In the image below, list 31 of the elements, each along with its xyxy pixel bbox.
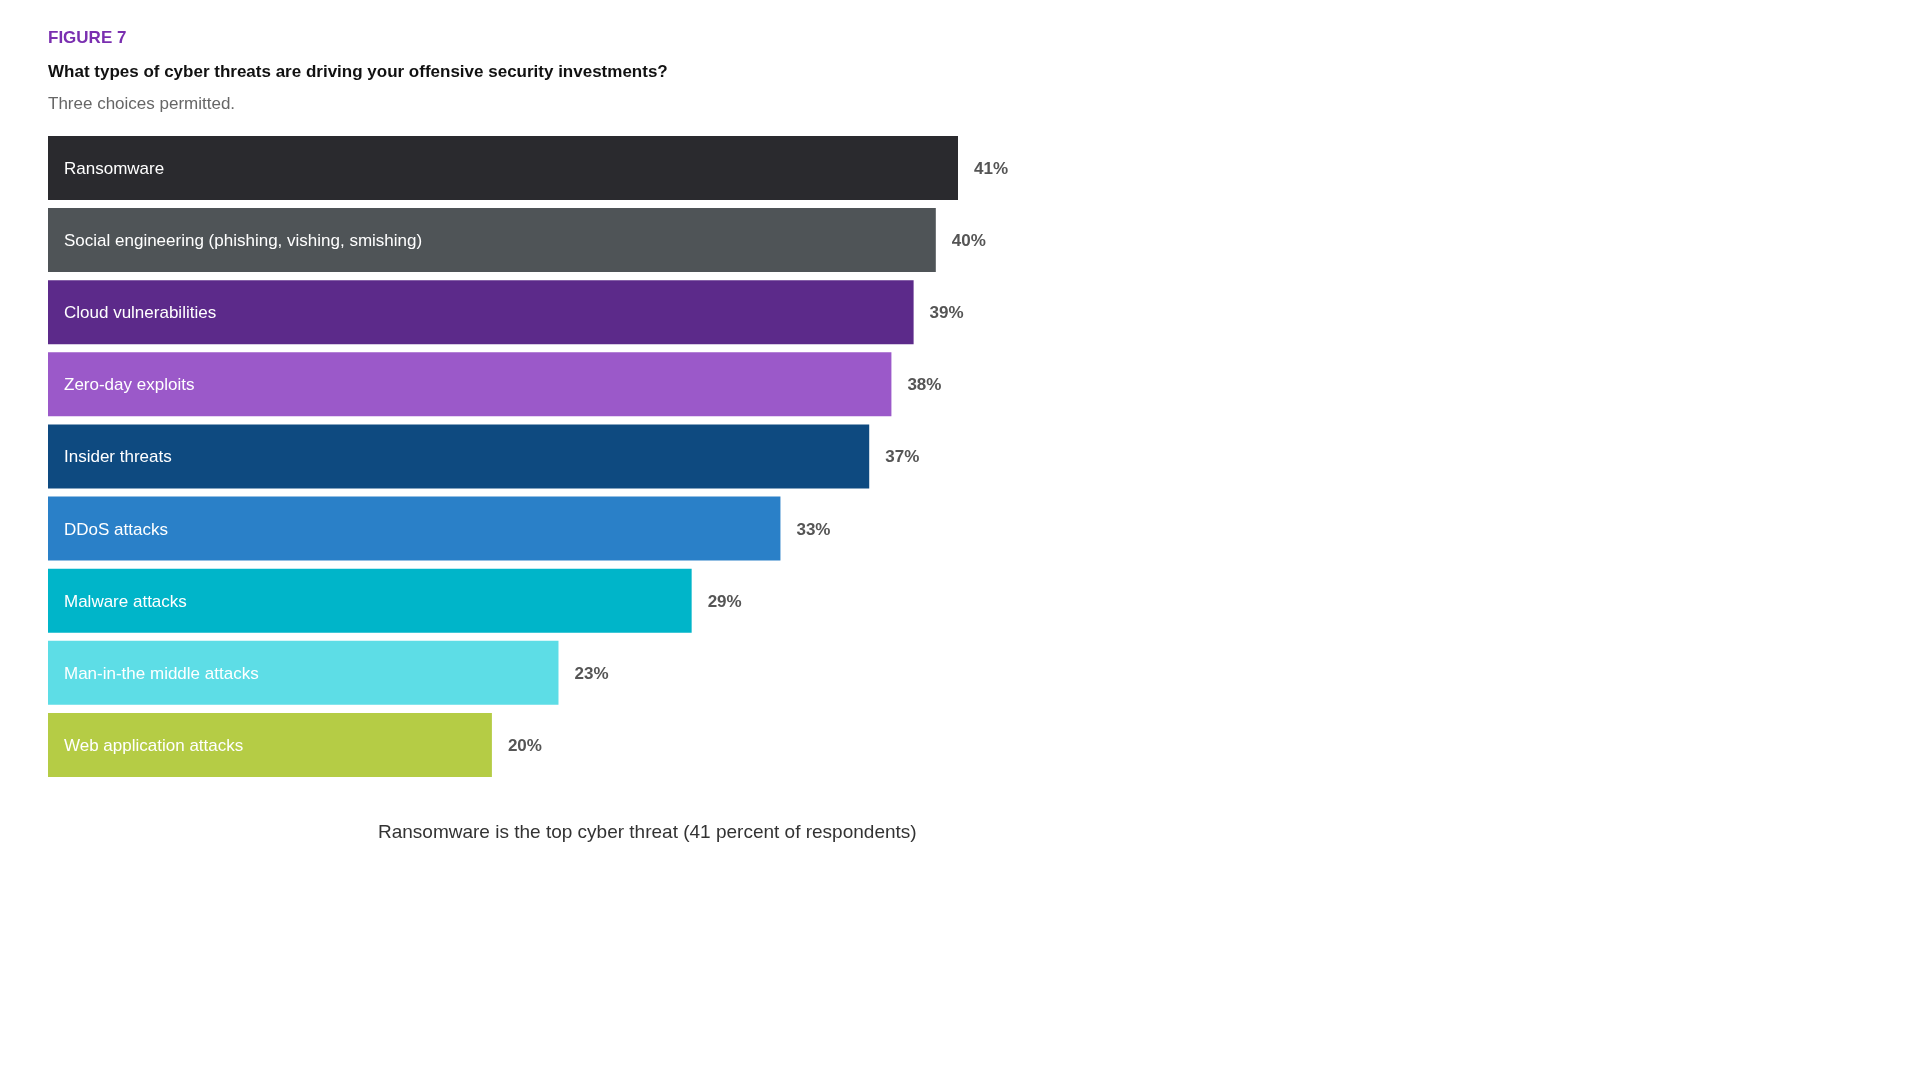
bar — [48, 640, 559, 705]
data-label: 40% — [951, 231, 986, 251]
bar — [48, 712, 492, 777]
y-tick-label: DDoS attacks — [64, 519, 168, 539]
data-label: 33% — [796, 519, 831, 539]
chart-subtitle: Three choices permitted. — [48, 94, 237, 114]
data-label: 41% — [974, 159, 1009, 179]
bar — [48, 496, 781, 561]
y-tick-label: Malware attacks — [64, 591, 187, 611]
y-tick-label: Insider threats — [64, 447, 172, 467]
text: Ransomware is the top cyber threat (41 percent of respondents) — [378, 821, 918, 843]
data-label: 37% — [885, 447, 920, 467]
data-label: 20% — [507, 735, 542, 755]
y-tick-label: Cloud vulnerabilities — [64, 303, 217, 323]
bar — [48, 568, 692, 633]
bar — [48, 424, 870, 489]
data-label: 39% — [929, 303, 964, 323]
y-tick-label: Ransomware — [64, 159, 165, 179]
bar — [48, 208, 936, 273]
y-tick-label: Man-in-the middle attacks — [64, 663, 259, 683]
bar — [48, 280, 914, 345]
bar — [48, 136, 958, 200]
y-tick-label: Social engineering (phishing, vishing, smishing) — [64, 231, 423, 251]
caption: FIGURE 7 — [48, 28, 128, 48]
data-label: 29% — [707, 591, 742, 611]
data-label: 38% — [907, 375, 942, 395]
y-tick-label: Web application attacks — [64, 735, 244, 755]
y-tick-label: Zero-day exploits — [64, 375, 195, 395]
bar — [48, 352, 892, 417]
chart-title: What types of cyber threats are driving your offensive security investments? — [48, 62, 669, 82]
data-label: 23% — [574, 663, 609, 683]
